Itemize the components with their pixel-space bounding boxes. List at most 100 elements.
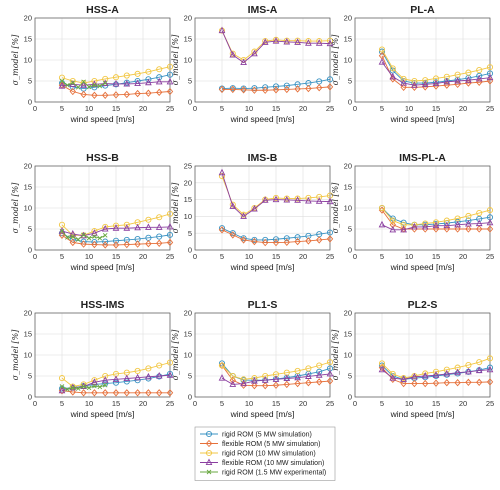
data-point (432, 368, 440, 375)
series-line (61, 84, 171, 96)
data-point (91, 240, 98, 249)
panel-title: HSS-IMS (81, 299, 125, 311)
x-tick-label: 15 (112, 252, 120, 261)
data-point (465, 225, 472, 233)
y-tick-label: 10 (184, 56, 192, 65)
data-point (486, 218, 494, 226)
plot-frame (34, 165, 171, 251)
data-point (305, 379, 312, 387)
series-line (221, 172, 331, 217)
data-point (378, 365, 386, 373)
x-axis-label: wind speed [m/s] (70, 409, 135, 419)
y-tick-label: 15 (344, 183, 352, 192)
data-point (486, 70, 494, 77)
data-point (432, 372, 440, 380)
panel-title: IMS-A (248, 4, 278, 16)
data-point (422, 379, 429, 388)
data-point (486, 207, 494, 214)
data-point (262, 238, 269, 247)
data-point (411, 221, 418, 228)
data-point (166, 371, 174, 378)
data-point (411, 222, 418, 230)
y-axis-label: σ_model [%] (331, 329, 340, 381)
data-point (156, 214, 163, 221)
data-point (465, 362, 472, 369)
x-tick-label: 10 (245, 399, 253, 408)
data-point (400, 75, 407, 82)
data-point (145, 389, 152, 397)
data-point (432, 82, 440, 90)
data-point (454, 368, 461, 376)
data-point (65, 235, 70, 240)
x-tick-label: 5 (380, 252, 384, 261)
data-point (422, 220, 429, 227)
x-tick-label: 15 (432, 104, 440, 113)
data-point (294, 379, 301, 388)
x-tick-label: 20 (299, 252, 307, 261)
data-point (58, 386, 66, 394)
data-point (134, 89, 141, 98)
x-tick-label: 15 (112, 399, 120, 408)
data-point (316, 38, 323, 45)
series-flex10 (218, 168, 334, 219)
data-point (294, 196, 301, 203)
y-tick-label: 5 (28, 225, 32, 234)
data-point (262, 86, 269, 94)
series-line (381, 51, 491, 84)
x-tick-label: 5 (220, 399, 224, 408)
data-point (166, 222, 174, 230)
data-point (97, 83, 103, 89)
data-point (229, 50, 237, 58)
series-line (381, 369, 491, 380)
data-point (91, 77, 98, 85)
data-point (389, 370, 396, 377)
y-tick-label: 0 (188, 98, 192, 107)
x-tick-label: 10 (245, 252, 253, 261)
data-point (75, 237, 81, 242)
data-point (91, 378, 98, 385)
data-point (240, 212, 247, 219)
y-tick-label: 25 (184, 162, 192, 171)
data-point (476, 67, 483, 74)
data-point (411, 77, 418, 85)
data-point (305, 365, 312, 372)
x-tick-label: 10 (405, 399, 413, 408)
data-point (229, 201, 236, 208)
data-point (112, 91, 120, 99)
data-point (378, 206, 386, 214)
plot-frame (194, 17, 331, 103)
series-line (222, 86, 331, 91)
data-point (58, 82, 66, 89)
data-point (400, 375, 407, 382)
data-point (294, 85, 301, 93)
y-axis-label: σ_model [%] (11, 182, 20, 234)
data-point (102, 80, 108, 86)
x-tick-label: 15 (272, 104, 280, 113)
data-point (378, 204, 386, 212)
data-point (58, 387, 66, 395)
y-tick-label: 10 (24, 56, 32, 65)
data-point (81, 232, 86, 238)
x-axis-label: wind speed [m/s] (390, 409, 455, 419)
data-point (465, 367, 472, 375)
data-point (283, 238, 290, 246)
legend-marker (205, 458, 213, 466)
data-point (389, 374, 397, 381)
data-point (86, 84, 92, 90)
data-point (58, 375, 66, 382)
data-point (272, 194, 280, 201)
data-point (218, 85, 226, 94)
data-point (315, 39, 323, 46)
data-point (475, 74, 483, 82)
legend-box (194, 426, 336, 481)
y-tick-label: 10 (344, 351, 352, 360)
y-tick-label: 20 (344, 309, 352, 318)
series-line (61, 362, 171, 387)
data-point (240, 379, 247, 387)
data-point (476, 378, 483, 386)
data-point (432, 221, 440, 229)
data-point (411, 372, 418, 380)
data-point (378, 46, 386, 53)
panel-title: IMS-PL-A (399, 152, 446, 164)
data-point (69, 77, 76, 85)
